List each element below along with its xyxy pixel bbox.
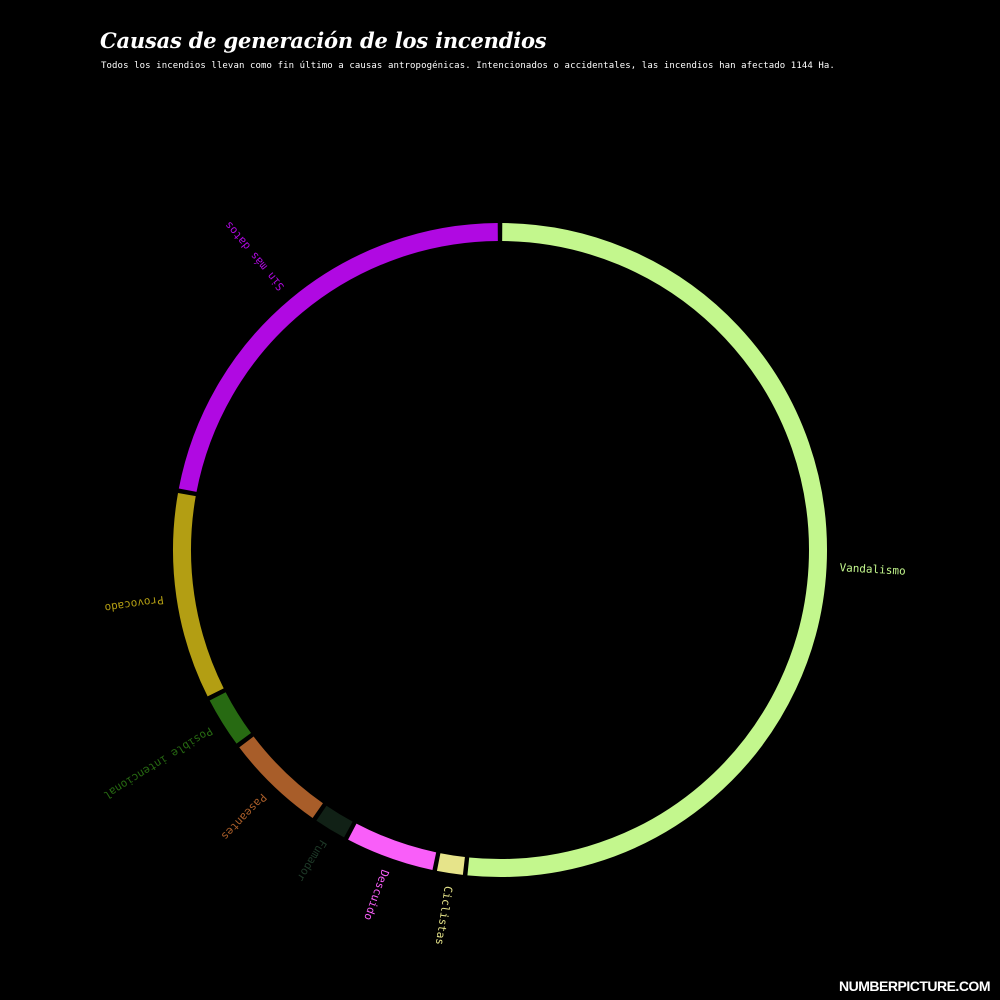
segment-label-fumador: Fumador [294,837,329,884]
chart-subtitle: Todos los incendios llevan como fin últi… [101,61,835,71]
segment-label-provocado: Provocado [104,593,165,614]
ring-segment-paseantes [239,736,324,818]
segment-label-paseantes: Paseantes [218,791,269,843]
segment-label-posible-intencional: Posible intencional [101,724,215,801]
chart-title: Causas de generación de los incendios [100,28,547,53]
ring-segment-sin-más-datos [178,223,498,492]
ring-segment-posible-intencional [209,692,252,744]
ring-segment-vandalismo [467,223,827,877]
brand-logo: NUMBERPICTURE.COM [839,978,990,994]
segment-label-descuido: Descuido [361,868,391,922]
ring-segment-ciclistas [436,853,465,875]
ring-segment-fumador [316,805,353,838]
ring-segment-descuido [348,823,437,870]
segment-label-vandalismo: Vandalismo [839,561,906,578]
segment-label-sin-más-datos: Sin más datos [222,219,287,293]
ring-segment-provocado [173,492,224,697]
segment-label-ciclistas: Ciclistas [433,885,455,946]
